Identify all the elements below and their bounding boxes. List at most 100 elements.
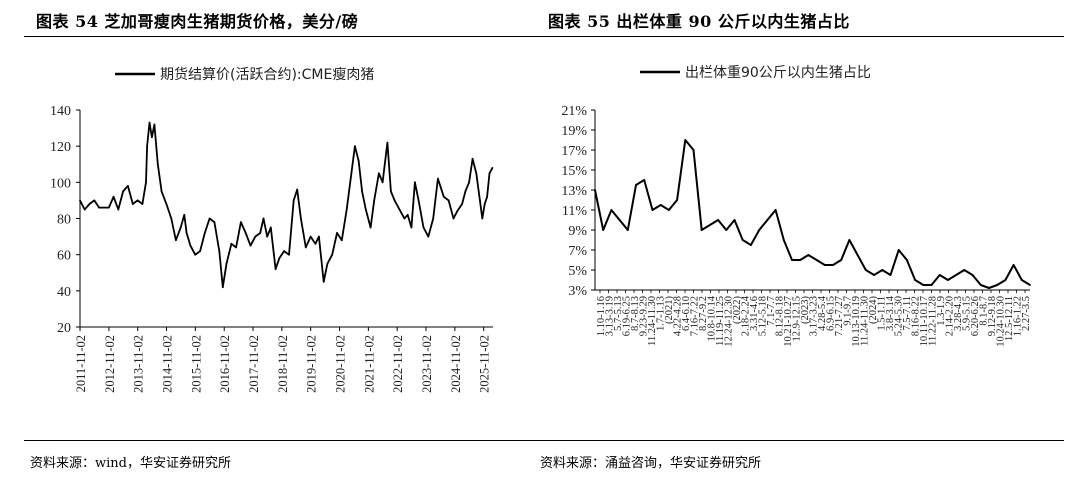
price-point bbox=[369, 226, 372, 229]
price-point bbox=[98, 206, 100, 209]
right-source-note: 资料来源：涌益咨询，华安证券研究所 bbox=[540, 456, 762, 471]
price-point bbox=[452, 217, 455, 220]
price-point bbox=[141, 203, 144, 205]
price-point bbox=[148, 121, 151, 124]
price-point bbox=[361, 190, 363, 193]
x-tick-label: 7.16-7.22 bbox=[690, 296, 701, 336]
price-point bbox=[483, 203, 486, 205]
share-point bbox=[947, 279, 949, 281]
share-point bbox=[602, 229, 605, 231]
price-point bbox=[153, 123, 156, 126]
price-point bbox=[183, 214, 186, 216]
price-point bbox=[336, 232, 338, 234]
x-tick-label: 7.5-7.11 bbox=[902, 296, 913, 331]
share-point bbox=[700, 229, 703, 231]
share-point bbox=[651, 209, 654, 211]
x-tick-label: 6.4-6.10 bbox=[681, 296, 692, 331]
price-point bbox=[240, 221, 242, 224]
price-point bbox=[122, 190, 124, 193]
price-point bbox=[136, 199, 139, 202]
x-tick-label: 2015-11-02 bbox=[189, 335, 203, 393]
x-tick-label: 5.24-5.30 bbox=[894, 296, 905, 336]
share-point bbox=[709, 224, 711, 226]
x-tick-label: 3.8-3.14 bbox=[885, 295, 896, 331]
x-tick-label: 1.5-1.11 bbox=[877, 296, 888, 331]
price-point bbox=[345, 208, 348, 211]
price-point bbox=[398, 208, 401, 211]
share-point bbox=[881, 269, 884, 271]
x-tick-label: 1.10-1.16 bbox=[596, 296, 607, 336]
price-point bbox=[357, 159, 360, 162]
price-point bbox=[461, 203, 463, 205]
price-point bbox=[481, 217, 484, 220]
y-tick-label: 3% bbox=[568, 284, 587, 299]
price-point bbox=[427, 235, 430, 238]
price-point bbox=[340, 239, 343, 242]
price-point bbox=[381, 181, 384, 184]
legend-label: 期货结算价(活跃合约):CME瘦肉猪 bbox=[160, 66, 374, 83]
x-tick-label: 2.14-2.20 bbox=[945, 296, 956, 336]
x-tick-label: 8.16-8.22 bbox=[911, 296, 922, 336]
x-tick-label: 8.7-8.13 bbox=[630, 296, 641, 331]
x-tick-label: 2019-11-02 bbox=[305, 335, 319, 393]
x-tick-label: 2013-11-02 bbox=[132, 335, 146, 393]
price-point bbox=[479, 199, 481, 202]
price-point bbox=[350, 172, 353, 175]
y-tick-label: 13% bbox=[561, 184, 587, 199]
x-tick-label: 2.27-3.5 bbox=[1021, 296, 1032, 331]
share-point bbox=[659, 204, 662, 206]
price-point bbox=[185, 232, 188, 234]
share-point bbox=[635, 184, 637, 186]
share-point bbox=[889, 274, 892, 276]
price-point bbox=[179, 226, 182, 229]
price-point bbox=[437, 177, 439, 180]
share-point bbox=[782, 239, 785, 241]
y-tick-label: 60 bbox=[57, 249, 71, 264]
share-point bbox=[815, 259, 818, 261]
price-point bbox=[393, 199, 396, 202]
share-point bbox=[823, 264, 826, 266]
x-tick-label: 11.19-11.25 bbox=[715, 296, 726, 346]
x-tick-label: 2.18-2.24 bbox=[741, 295, 752, 336]
price-point bbox=[447, 199, 450, 202]
share-point bbox=[618, 219, 621, 221]
price-point bbox=[151, 136, 153, 138]
price-point bbox=[160, 190, 163, 193]
share-point bbox=[922, 284, 925, 286]
share-point bbox=[1012, 264, 1015, 266]
price-point bbox=[386, 141, 389, 144]
x-tick-label: 12.9-12.15 bbox=[792, 296, 803, 342]
price-point bbox=[296, 188, 299, 191]
price-point bbox=[318, 235, 320, 238]
price-point bbox=[304, 246, 307, 249]
x-tick-label: 2025-11-02 bbox=[478, 335, 492, 393]
price-point bbox=[225, 262, 228, 265]
x-tick-label: 6.9-6.15 bbox=[826, 296, 837, 331]
price-point bbox=[235, 246, 238, 249]
price-point bbox=[486, 195, 488, 198]
y-tick-label: 7% bbox=[568, 244, 587, 259]
share-point bbox=[774, 209, 777, 211]
share-point bbox=[1004, 279, 1007, 281]
x-tick-label: 2016-11-02 bbox=[218, 335, 232, 393]
price-point bbox=[288, 253, 290, 256]
x-tick-label: (2022) bbox=[732, 296, 743, 324]
price-point bbox=[262, 217, 265, 220]
price-point bbox=[79, 199, 81, 202]
price-point bbox=[269, 226, 272, 229]
price-point bbox=[390, 190, 392, 193]
x-tick-label: 2011-11-02 bbox=[74, 335, 88, 392]
share-point bbox=[1029, 284, 1031, 286]
price-point bbox=[414, 181, 416, 184]
price-point bbox=[194, 253, 197, 256]
price-point bbox=[378, 172, 380, 175]
x-tick-label: 10.8-10.14 bbox=[707, 295, 718, 341]
share-point bbox=[717, 219, 719, 221]
price-point bbox=[278, 257, 281, 260]
x-tick-label: 2012-11-02 bbox=[103, 335, 117, 393]
price-point bbox=[145, 181, 147, 184]
x-tick-label: 2021-11-02 bbox=[362, 335, 376, 393]
x-tick-label: 11.24-11.30 bbox=[860, 296, 871, 346]
y-tick-label: 20 bbox=[57, 321, 71, 336]
x-tick-label: 10.24-10.30 bbox=[996, 296, 1007, 347]
